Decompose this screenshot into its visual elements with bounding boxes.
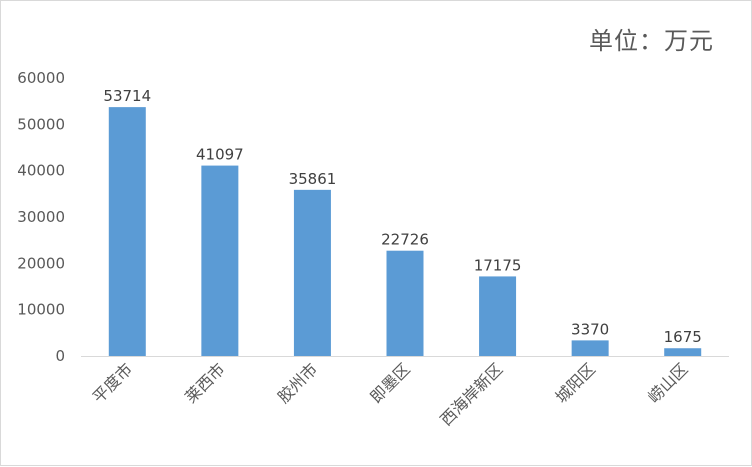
y-tick-label: 0 bbox=[55, 347, 65, 365]
bar bbox=[293, 189, 331, 356]
y-axis-ticks: 0 10000 20000 30000 40000 50000 60000 bbox=[17, 69, 65, 365]
data-label: 17175 bbox=[474, 256, 522, 274]
data-label: 22726 bbox=[381, 231, 429, 249]
x-axis-ticks: 平度市 莱西市 胶州市 即墨区 西海岸新区 城阳区 崂山区 bbox=[89, 359, 692, 429]
data-label: 53714 bbox=[103, 87, 151, 105]
x-tick-label: 莱西市 bbox=[181, 359, 228, 406]
y-tick-label: 50000 bbox=[17, 115, 65, 133]
bar bbox=[201, 165, 239, 356]
y-tick-label: 20000 bbox=[17, 254, 65, 272]
bar bbox=[571, 340, 609, 356]
x-tick-label: 西海岸新区 bbox=[436, 359, 506, 429]
bar bbox=[479, 276, 517, 356]
data-label: 3370 bbox=[571, 320, 609, 338]
bars bbox=[108, 107, 702, 357]
x-tick-label: 即墨区 bbox=[366, 359, 413, 406]
data-label: 41097 bbox=[196, 146, 244, 164]
x-tick-label: 城阳区 bbox=[552, 359, 599, 406]
x-tick-label: 平度市 bbox=[89, 359, 136, 406]
x-tick-label: 胶州市 bbox=[274, 359, 321, 406]
y-tick-label: 40000 bbox=[17, 162, 65, 180]
bar bbox=[664, 348, 702, 356]
unit-label: 单位：万元 bbox=[589, 27, 714, 55]
bar bbox=[386, 250, 424, 356]
bar bbox=[108, 107, 146, 357]
y-tick-label: 30000 bbox=[17, 208, 65, 226]
data-label: 35861 bbox=[289, 170, 337, 188]
x-tick-label: 崂山区 bbox=[644, 359, 691, 406]
data-label: 1675 bbox=[664, 328, 702, 346]
data-labels: 53714 41097 35861 22726 17175 3370 1675 bbox=[103, 87, 701, 346]
y-tick-label: 60000 bbox=[17, 69, 65, 87]
y-tick-label: 10000 bbox=[17, 301, 65, 319]
